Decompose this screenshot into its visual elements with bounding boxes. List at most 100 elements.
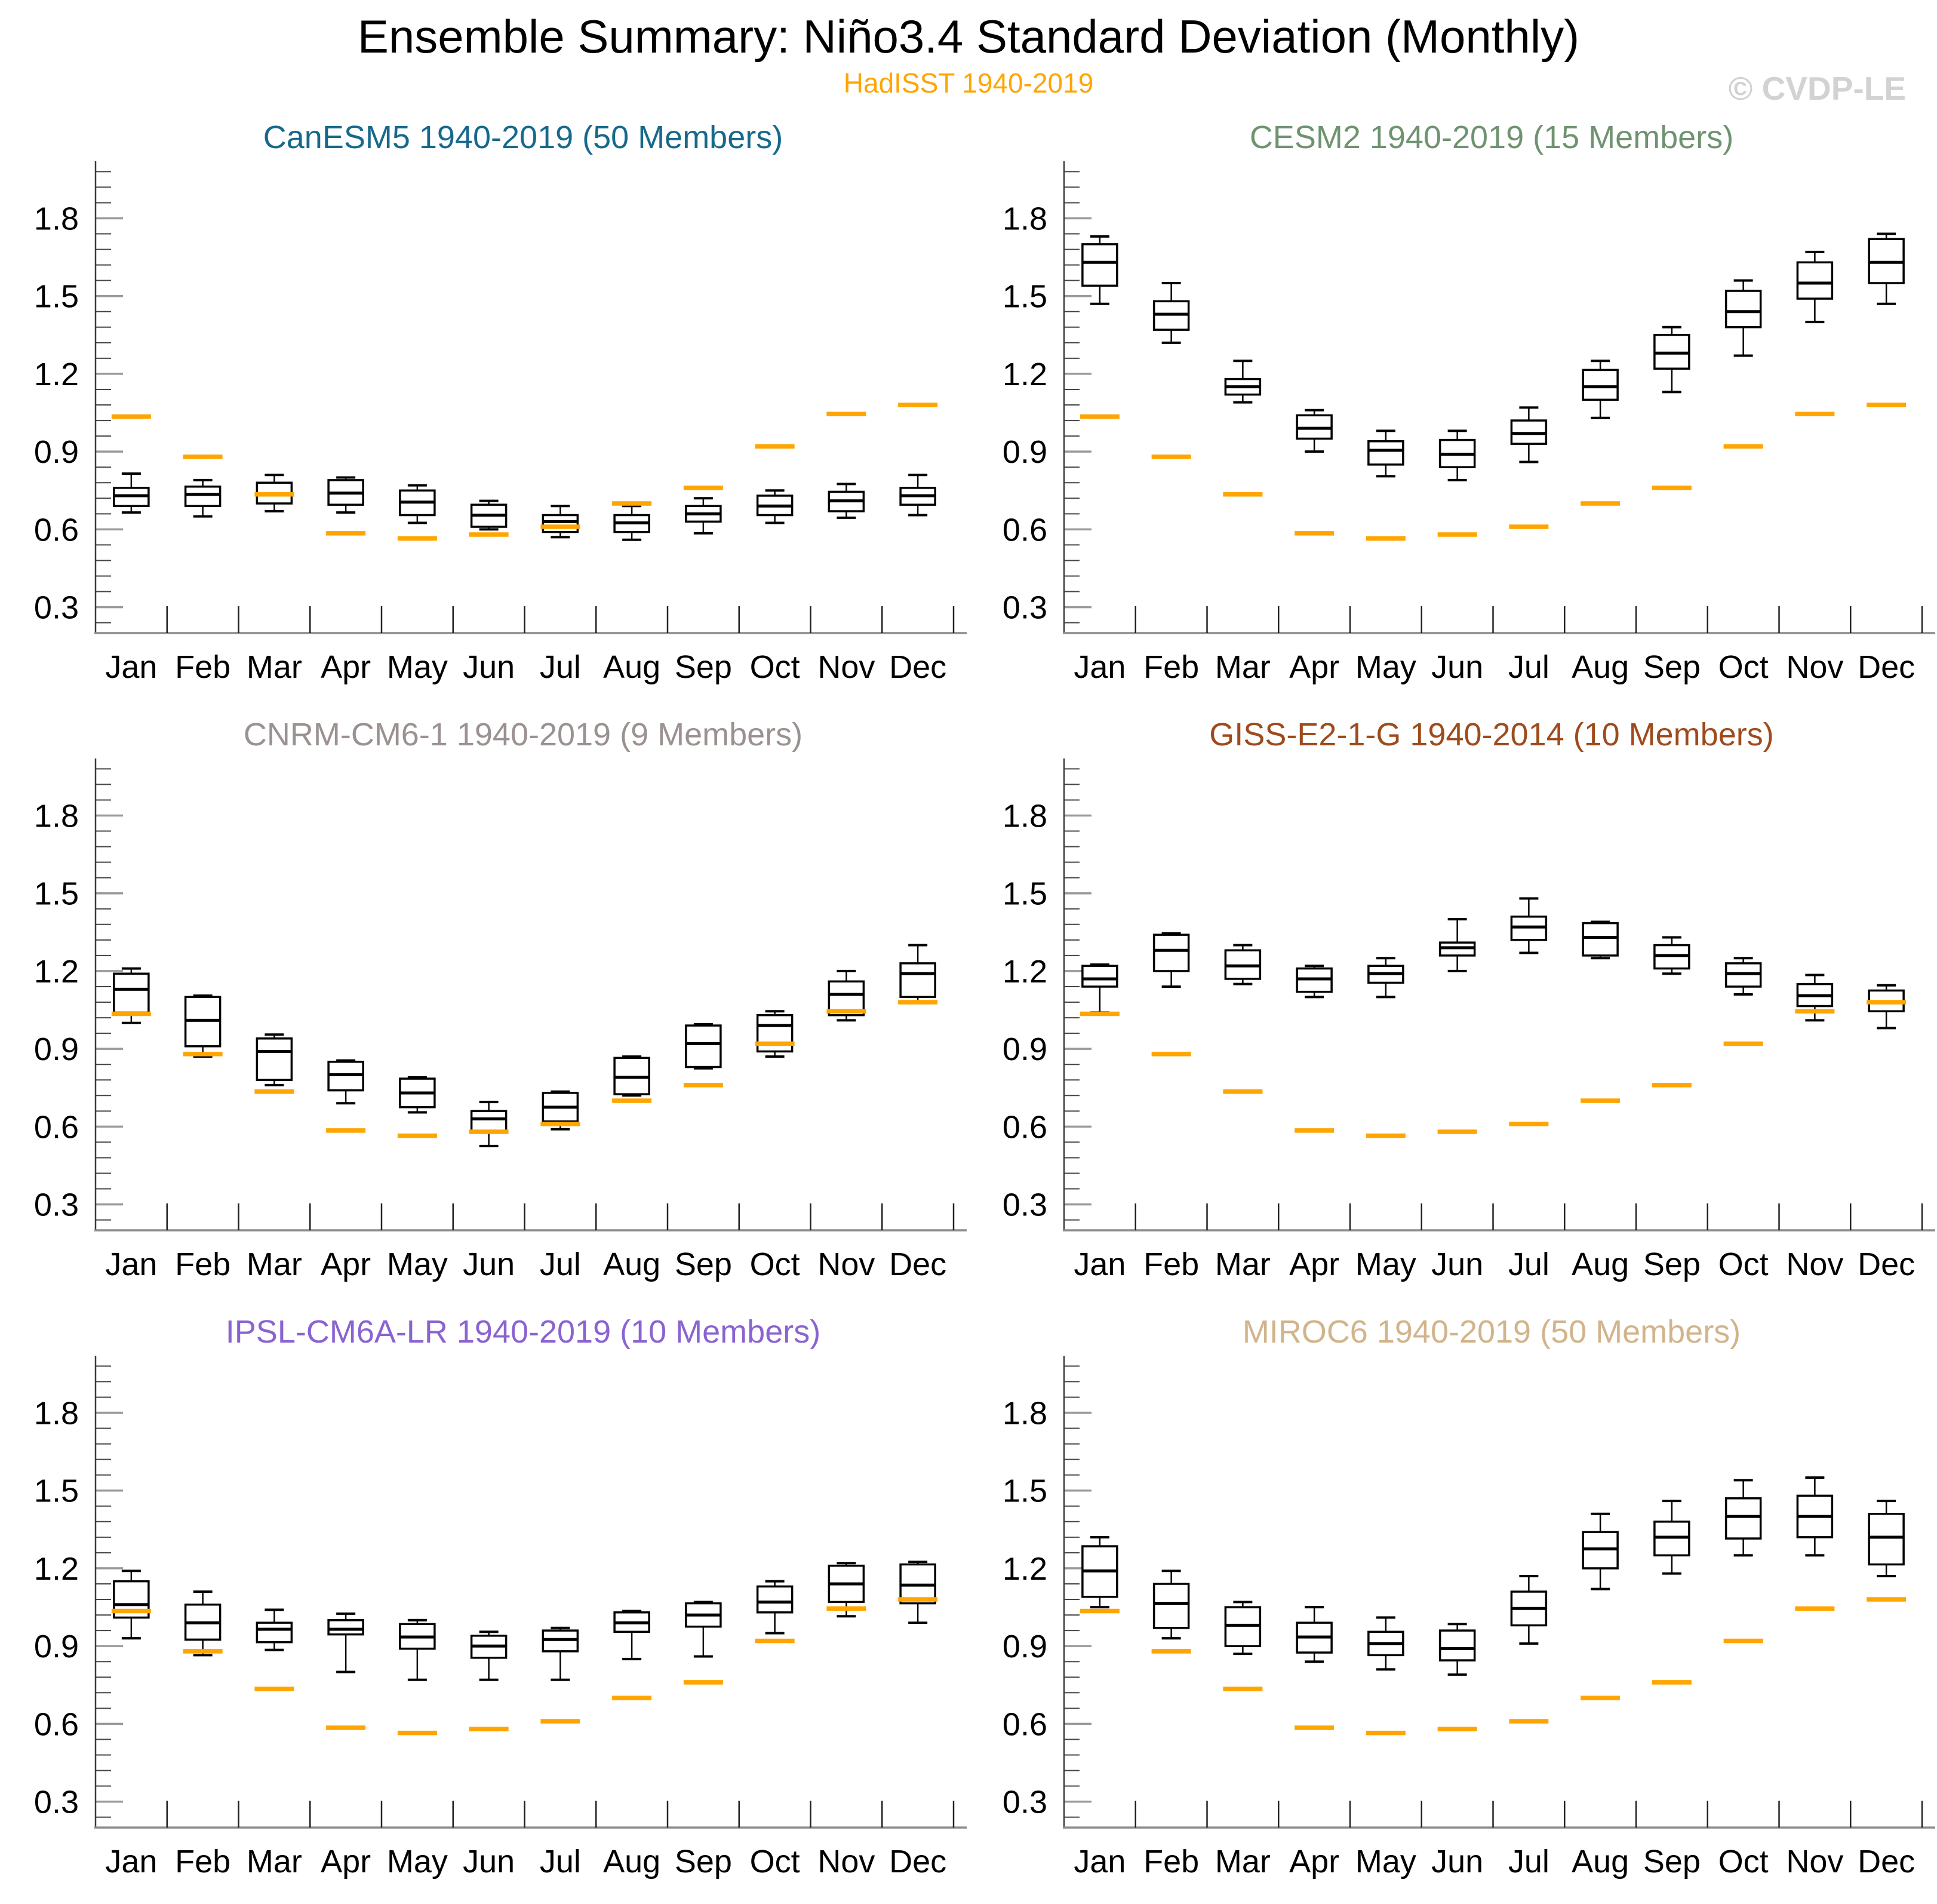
box-jan bbox=[1081, 963, 1118, 1014]
panel-title: IPSL-CM6A-LR 1940-2019 (10 Members) bbox=[226, 1314, 820, 1350]
x-axis: Jan Feb Mar Apr May Jun Jul Aug Sep Oct Nov Dec bbox=[94, 1801, 967, 1880]
month-label: Oct bbox=[1718, 649, 1769, 685]
box-dec bbox=[899, 1561, 936, 1624]
month-label: Dec bbox=[889, 1246, 946, 1282]
month-label: Feb bbox=[1143, 649, 1199, 685]
month-label: Dec bbox=[1858, 649, 1915, 685]
y-tick-label: 0.9 bbox=[1003, 1031, 1047, 1067]
box-dec bbox=[899, 944, 936, 1004]
x-axis: Jan Feb Mar Apr May Jun Jul Aug Sep Oct Nov Dec bbox=[1063, 1203, 1935, 1282]
month-label: Aug bbox=[603, 1246, 660, 1282]
month-label: Sep bbox=[1643, 1246, 1701, 1282]
month-label: May bbox=[1355, 1844, 1416, 1880]
box-jan bbox=[113, 1570, 150, 1640]
box-jun bbox=[470, 1101, 508, 1147]
box-jan bbox=[113, 472, 150, 514]
month-label: Sep bbox=[1643, 1844, 1701, 1880]
y-tick-label: 1.5 bbox=[1003, 1473, 1047, 1509]
plot-group: 0.3 0.6 0.9 1.2 1.5 1.8 Jan Feb Mar Apr May Jun Jul A… bbox=[1003, 758, 1935, 1282]
y-axis: 0.3 0.6 0.9 1.2 1.5 1.8 bbox=[1003, 1356, 1092, 1828]
iqr-box bbox=[1582, 368, 1619, 401]
y-tick-label: 0.9 bbox=[1003, 1629, 1047, 1665]
panel-title: CNRM-CM6-1 1940-2019 (9 Members) bbox=[244, 717, 803, 753]
iqr-box bbox=[756, 1014, 794, 1053]
iqr-box bbox=[756, 1585, 794, 1614]
month-label: Mar bbox=[1215, 1246, 1271, 1282]
panel-title: CESM2 1940-2019 (15 Members) bbox=[1250, 119, 1733, 155]
observed-lines bbox=[111, 1000, 938, 1138]
month-label: Apr bbox=[1289, 1246, 1339, 1282]
month-label: Mar bbox=[1215, 649, 1271, 685]
month-label: Jan bbox=[105, 1246, 157, 1282]
y-tick-label: 1.8 bbox=[1003, 798, 1047, 834]
box-jun bbox=[1438, 1623, 1476, 1676]
month-label: Jan bbox=[1074, 1246, 1126, 1282]
box-may bbox=[399, 484, 436, 524]
y-tick-label: 1.8 bbox=[1003, 1395, 1047, 1431]
boxplot-svg-ipsl: IPSL-CM6A-LR 1940-2019 (10 Members) 0.30… bbox=[34, 1314, 967, 1880]
month-label: Nov bbox=[1786, 1844, 1843, 1880]
y-tick-label: 0.6 bbox=[34, 1109, 79, 1145]
month-label: Nov bbox=[1786, 649, 1843, 685]
observed-lines bbox=[1080, 1597, 1907, 1736]
month-label: Jun bbox=[1431, 1844, 1483, 1880]
panel-title: MIROC6 1940-2019 (50 Members) bbox=[1243, 1314, 1741, 1350]
iqr-box bbox=[256, 1622, 293, 1644]
box-mar bbox=[1224, 944, 1262, 985]
month-label: Jul bbox=[540, 1246, 581, 1282]
box-mar bbox=[1224, 1601, 1262, 1656]
panel-ipsl-cm6a-lr: IPSL-CM6A-LR 1940-2019 (10 Members) 0.3 0… bbox=[0, 1284, 968, 1881]
month-label: Mar bbox=[1215, 1844, 1271, 1880]
box-dec bbox=[1868, 1500, 1905, 1577]
y-axis: 0.3 0.6 0.9 1.2 1.5 1.8 bbox=[1003, 758, 1092, 1230]
iqr-box bbox=[685, 1024, 722, 1068]
month-label: Jun bbox=[1431, 1246, 1483, 1282]
box-feb bbox=[1152, 282, 1190, 344]
boxplot-svg-miroc6: MIROC6 1940-2019 (50 Members) 0.3 0.6 0.9 1… bbox=[1003, 1314, 1935, 1880]
month-label: Sep bbox=[675, 1844, 732, 1880]
plot-group: 0.3 0.6 0.9 1.2 1.5 1.8 Jan Feb Mar Apr May Jun Jul A… bbox=[34, 1356, 967, 1880]
month-label: Aug bbox=[603, 649, 660, 685]
month-label: Mar bbox=[247, 649, 302, 685]
y-tick-label: 0.3 bbox=[1003, 1785, 1047, 1820]
month-label: Apr bbox=[321, 1844, 371, 1880]
iqr-box bbox=[1724, 1497, 1762, 1540]
y-tick-label: 0.9 bbox=[34, 1629, 79, 1665]
month-label: Apr bbox=[1289, 1844, 1339, 1880]
box-oct bbox=[756, 1010, 794, 1058]
page-title: Ensemble Summary: Niño3.4 Standard Devia… bbox=[357, 10, 1580, 63]
box-aug bbox=[1582, 920, 1619, 960]
box-jun bbox=[1438, 918, 1476, 972]
iqr-box bbox=[899, 962, 936, 999]
x-axis: Jan Feb Mar Apr May Jun Jul Aug Sep Oct Nov Dec bbox=[1063, 606, 1935, 685]
box-jan bbox=[1081, 235, 1118, 305]
panel-giss-e2-1-g: GISS-E2-1-G 1940-2014 (10 Members) 0.3 0.… bbox=[968, 687, 1937, 1284]
month-label: Sep bbox=[675, 1246, 732, 1282]
box-apr bbox=[1296, 409, 1333, 453]
month-label: Jun bbox=[463, 1844, 515, 1880]
iqr-box bbox=[1367, 440, 1404, 466]
month-label: Jan bbox=[105, 1844, 157, 1880]
box-sep bbox=[1653, 1500, 1690, 1575]
boxplot-svg-canesm5: CanESM5 1940-2019 (50 Members) 0.3 0.6 0.9… bbox=[34, 119, 967, 685]
box-mar bbox=[256, 1033, 293, 1086]
box-aug bbox=[1582, 360, 1619, 419]
month-label: Jan bbox=[105, 649, 157, 685]
month-label: Oct bbox=[750, 1844, 800, 1880]
month-label: Oct bbox=[1718, 1844, 1769, 1880]
month-label: Dec bbox=[1858, 1844, 1915, 1880]
y-axis: 0.3 0.6 0.9 1.2 1.5 1.8 bbox=[34, 758, 123, 1230]
box-aug bbox=[613, 1610, 650, 1660]
month-label: Dec bbox=[889, 1844, 946, 1880]
y-tick-label: 1.2 bbox=[34, 954, 79, 990]
panel-cesm2: CESM2 1940-2019 (15 Members) 0.3 0.6 0.9 1.… bbox=[968, 90, 1937, 687]
boxplot-svg-cesm2: CESM2 1940-2019 (15 Members) 0.3 0.6 0.9 1.… bbox=[1003, 119, 1935, 685]
iqr-box bbox=[1152, 933, 1190, 972]
box-dec bbox=[1868, 984, 1905, 1030]
iqr-box bbox=[256, 1037, 293, 1081]
box-aug bbox=[613, 1055, 650, 1097]
panel-title: GISS-E2-1-G 1940-2014 (10 Members) bbox=[1209, 717, 1773, 753]
month-label: Apr bbox=[1289, 649, 1339, 685]
box-oct bbox=[1724, 279, 1762, 357]
box-feb bbox=[1152, 932, 1190, 988]
